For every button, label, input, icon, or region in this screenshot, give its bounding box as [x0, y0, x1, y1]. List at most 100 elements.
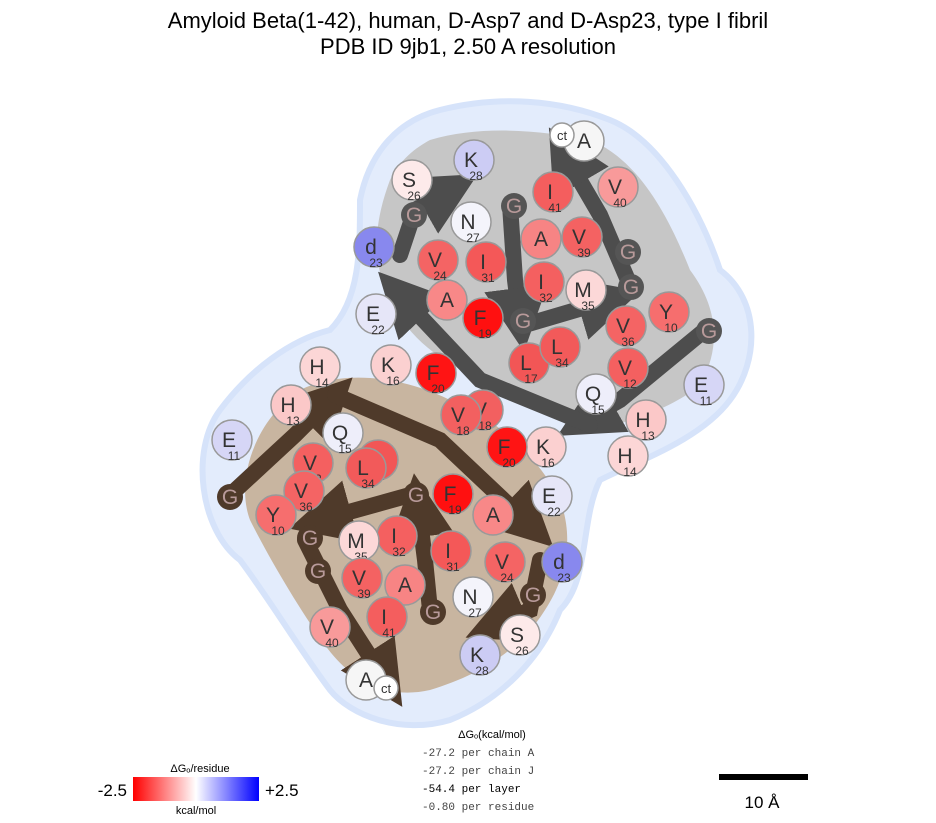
chainJ-residue-blob: [384, 564, 426, 606]
chainA-residue-number: 15: [591, 403, 605, 417]
chainJ-residue-blob: [440, 394, 482, 436]
chainA-residue-letter: V: [618, 357, 632, 380]
chainJ-residue-blob: [370, 344, 412, 386]
chainA-residue-letter: V: [428, 249, 442, 272]
chainA-residue: L17: [508, 342, 550, 386]
chainA-residue-blob: [415, 352, 457, 394]
chainJ-residue-blob: [270, 384, 312, 426]
chainA-residue-blob: [453, 139, 495, 181]
chainA-residue-letter: d: [365, 236, 377, 259]
chainA-residue: ct: [549, 122, 575, 148]
chainJ-residue-letter: ct: [381, 681, 392, 696]
chainJ-residue-letter: I: [445, 540, 451, 563]
energy-summary: ΔGₒ(kcal/mol) -27.2 per chain A -27.2 pe…: [422, 729, 535, 814]
chainJ-residue-letter: K: [470, 644, 484, 667]
chainA-residue-letter: A: [534, 228, 548, 251]
chainA-residue: G: [401, 202, 427, 228]
scale-bar: 10 Å: [719, 774, 808, 812]
chainJ-residue-blob: [541, 541, 583, 583]
chainJ-residue-letter: V: [451, 404, 465, 427]
chainJ-residue-blob: [520, 582, 546, 608]
chainA-residue-letter: G: [701, 320, 717, 343]
chainJ-residue-letter: V: [303, 452, 317, 475]
chainA-residue-blob: [615, 239, 641, 265]
chainJ-residue-letter: V: [352, 567, 366, 590]
title-line-2: PDB ID 9jb1, 2.50 A resolution: [320, 34, 616, 59]
chainA-residue-blob: [532, 171, 574, 213]
chainJ-residue-letter: G: [408, 484, 424, 507]
chainJ-residue-blob: [211, 419, 253, 461]
chainA-residue-blob: [501, 193, 527, 219]
chainA-residue-letter: G: [515, 310, 531, 333]
chainA-residue-number: 18: [478, 419, 492, 433]
chainA-residue: F19: [462, 297, 504, 341]
chainA-residue-letter: Q: [585, 383, 601, 406]
chainA-residue-number: 20: [431, 382, 445, 396]
chainJ-residue-blob: [255, 494, 297, 536]
chainJ-residue-blob: [305, 558, 331, 584]
chainA-residue-blob: [618, 274, 644, 300]
chainJ-residue-number: 31: [446, 560, 460, 574]
chainJ-residue-number: 39: [357, 587, 371, 601]
colorbar: ΔGₒ/residue -2.5 +2.5 kcal/mol: [98, 763, 299, 817]
energy-header: ΔGₒ(kcal/mol): [458, 729, 526, 741]
chainJ-residue: E11: [211, 419, 253, 463]
chainA-residue-number: 13: [641, 429, 655, 443]
chainA-residue-blob: [575, 373, 617, 415]
chainJ-residue-blob: [283, 470, 325, 512]
chainA-residue-number: 23: [369, 256, 383, 270]
chainJ-residue-letter: E: [542, 485, 556, 508]
chainJ-residue-blob: [373, 675, 399, 701]
chainA-residue-blob: [401, 202, 427, 228]
chainJ-residue-blob: [484, 541, 526, 583]
chainA-residue: V24: [417, 239, 459, 283]
chainA-residue-number: 14: [623, 465, 637, 479]
chainA-residue: E22: [355, 293, 397, 337]
chainJ-residue-blob: [217, 484, 243, 510]
chainA-residue: M35: [565, 269, 607, 313]
chainA-residue-letter: E: [694, 374, 708, 397]
chainA-residue: K16: [525, 426, 567, 470]
chainJ-residue-number: 13: [286, 414, 300, 428]
chainA-residue-letter: G: [623, 276, 639, 299]
colorbar-unit: kcal/mol: [176, 805, 216, 817]
chainA-residue-blob: [353, 226, 395, 268]
chainA-residue-letter: Y: [659, 301, 673, 324]
chainJ-residue-letter: A: [486, 504, 500, 527]
chainJ-residue: I31: [430, 530, 472, 574]
chainJ-residue-blob: [430, 530, 472, 572]
chainA-residue-blob: [605, 305, 647, 347]
chainA-residue-blob: [391, 159, 433, 201]
chainA-residue-blob: [561, 216, 603, 258]
colorbar-max: +2.5: [265, 781, 299, 800]
chainJ-residue: A: [384, 564, 426, 606]
scale-bar-label: 10 Å: [745, 793, 781, 812]
chainJ-residue: N27: [452, 576, 494, 620]
chainJ-residue-letter: I: [391, 525, 397, 548]
chainJ-residue: H13: [270, 384, 312, 428]
chainJ-residue: G: [520, 582, 546, 608]
chainA-residue-blob: [539, 326, 581, 368]
chainJ-residue-letter: H: [309, 356, 324, 379]
chainJ-residue-number: 20: [502, 456, 516, 470]
chainJ-residue-number: 34: [361, 477, 375, 491]
chainA-residue: d23: [353, 226, 395, 270]
chainA-residue-number: 26: [407, 189, 421, 203]
chainJ-residue-number: 28: [475, 664, 489, 678]
chainJ-residue-number: 24: [500, 571, 514, 585]
chainJ-residue-letter: G: [525, 584, 541, 607]
chainJ-residue-number: 19: [448, 503, 462, 517]
chainA-residue-number: 41: [548, 201, 562, 215]
chainA-residue-letter: I: [547, 181, 553, 204]
chainA-residue: G: [618, 274, 644, 300]
chainJ-residue-number: 41: [382, 626, 396, 640]
chainJ-residue-blob: [486, 426, 528, 468]
scale-bar-line: [719, 774, 808, 780]
energy-chainJ: -27.2 per chain J: [422, 766, 534, 778]
chainJ-residue: F19: [432, 473, 474, 517]
chainJ-residue-blob: [299, 346, 341, 388]
chainA-residue: G: [615, 239, 641, 265]
chainA-residue-blob: [355, 293, 397, 335]
chainJ-residue-number: 10: [271, 524, 285, 538]
chainJ-residue-blob: [309, 606, 351, 648]
